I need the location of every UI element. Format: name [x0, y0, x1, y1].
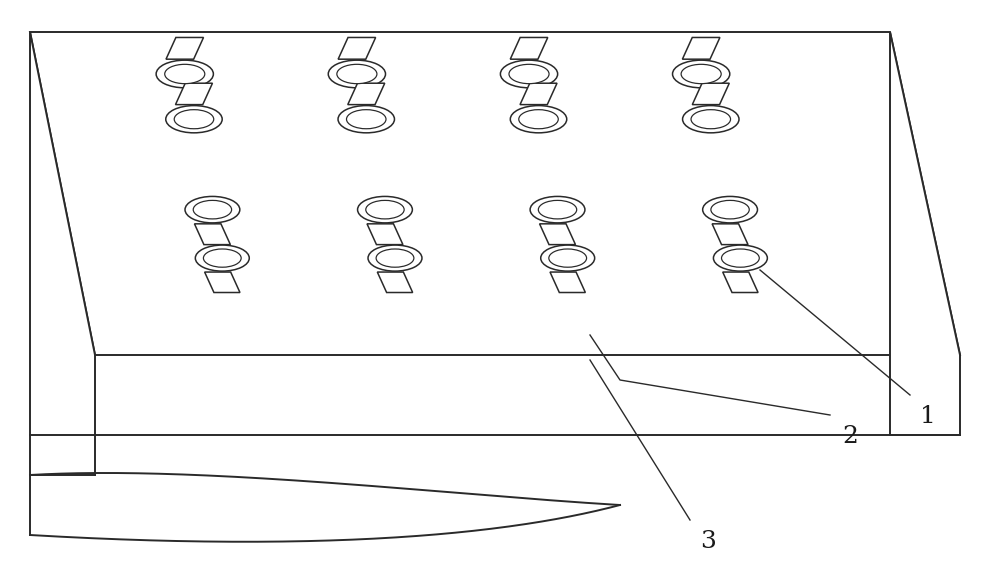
Polygon shape: [205, 272, 240, 293]
Ellipse shape: [156, 60, 213, 88]
Polygon shape: [367, 224, 403, 245]
Ellipse shape: [541, 245, 595, 271]
Ellipse shape: [549, 249, 587, 267]
Ellipse shape: [358, 197, 412, 223]
Ellipse shape: [185, 197, 240, 223]
Ellipse shape: [519, 110, 558, 129]
Ellipse shape: [328, 60, 386, 88]
Polygon shape: [194, 224, 230, 245]
Ellipse shape: [376, 249, 414, 267]
Text: 2: 2: [842, 425, 858, 448]
Ellipse shape: [691, 110, 731, 129]
Polygon shape: [520, 83, 557, 105]
Polygon shape: [682, 37, 720, 59]
Ellipse shape: [337, 64, 377, 83]
Ellipse shape: [510, 106, 567, 133]
Text: 3: 3: [700, 530, 716, 553]
Ellipse shape: [368, 245, 422, 271]
Ellipse shape: [166, 106, 222, 133]
Ellipse shape: [530, 197, 585, 223]
Ellipse shape: [711, 201, 749, 219]
Ellipse shape: [509, 64, 549, 83]
Polygon shape: [692, 83, 729, 105]
Polygon shape: [30, 32, 95, 435]
Polygon shape: [338, 37, 376, 59]
Ellipse shape: [366, 201, 404, 219]
Polygon shape: [540, 224, 575, 245]
Polygon shape: [348, 83, 385, 105]
Ellipse shape: [500, 60, 558, 88]
Ellipse shape: [174, 110, 214, 129]
Polygon shape: [166, 37, 204, 59]
Polygon shape: [550, 272, 585, 293]
Ellipse shape: [203, 249, 241, 267]
Ellipse shape: [713, 245, 767, 271]
Polygon shape: [890, 32, 960, 435]
Polygon shape: [377, 272, 413, 293]
Ellipse shape: [346, 110, 386, 129]
Ellipse shape: [165, 64, 205, 83]
Ellipse shape: [195, 245, 249, 271]
Ellipse shape: [338, 106, 394, 133]
Polygon shape: [30, 32, 960, 355]
Ellipse shape: [673, 60, 730, 88]
Ellipse shape: [683, 106, 739, 133]
Ellipse shape: [681, 64, 721, 83]
Ellipse shape: [538, 201, 577, 219]
Polygon shape: [712, 224, 748, 245]
Ellipse shape: [193, 201, 232, 219]
Polygon shape: [723, 272, 758, 293]
Ellipse shape: [722, 249, 759, 267]
Polygon shape: [175, 83, 212, 105]
Polygon shape: [510, 37, 548, 59]
Text: 1: 1: [920, 405, 936, 428]
Ellipse shape: [703, 197, 757, 223]
